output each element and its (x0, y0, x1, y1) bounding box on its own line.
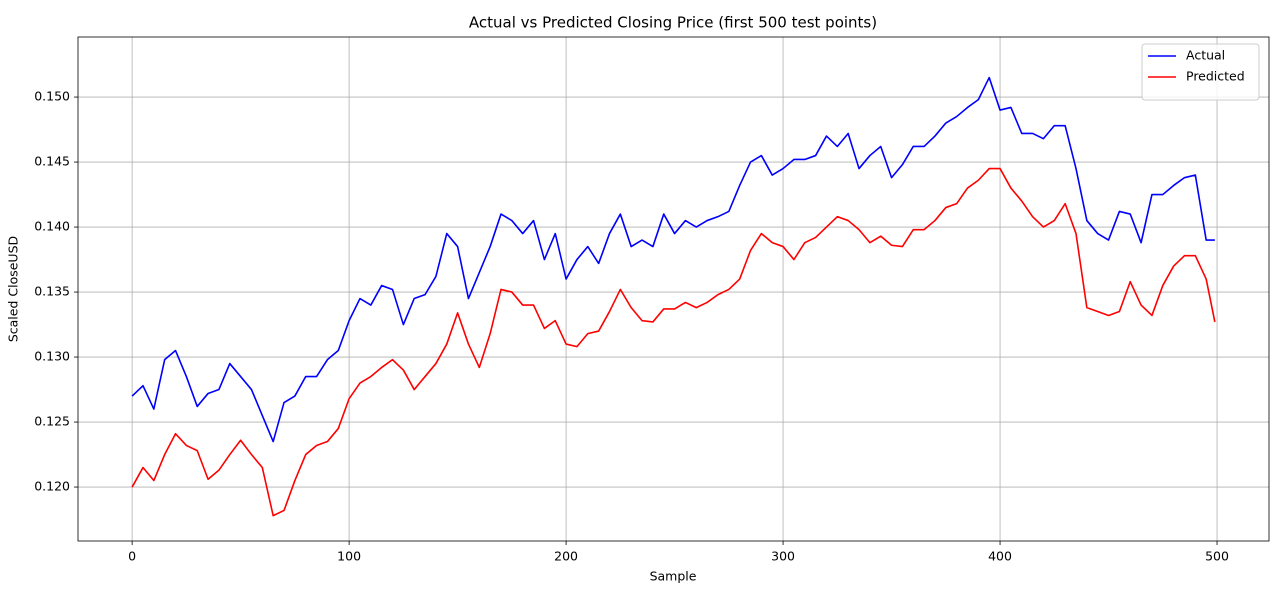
y-tick-label: 0.135 (34, 284, 70, 299)
legend-box (1141, 43, 1260, 101)
legend: Actual Predicted (1141, 43, 1260, 101)
data-line (131, 76, 1215, 443)
y-tick-label: 0.150 (34, 89, 70, 104)
y-tick-label: 0.145 (34, 154, 70, 169)
y-tick-label: 0.120 (34, 479, 70, 494)
x-axis-label: Sample (650, 569, 697, 584)
chart-title: Actual vs Predicted Closing Price (first… (469, 14, 877, 32)
x-tick-label: 0 (128, 549, 136, 564)
legend-label: Predicted (1186, 69, 1245, 84)
y-tick-label: 0.125 (34, 414, 70, 429)
x-tick-label: 200 (554, 549, 578, 564)
plot-frame (77, 36, 1270, 542)
x-tick-label: 100 (337, 549, 361, 564)
x-tick-label: 400 (988, 549, 1012, 564)
x-tick-label: 300 (771, 549, 795, 564)
y-tick-label: 0.140 (34, 219, 70, 234)
y-tick-label: 0.130 (34, 349, 70, 364)
legend-label: Actual (1186, 48, 1225, 63)
y-axis-label: Scaled CloseUSD (6, 236, 21, 342)
x-tick-label: 500 (1205, 549, 1229, 564)
data-line (131, 167, 1216, 517)
